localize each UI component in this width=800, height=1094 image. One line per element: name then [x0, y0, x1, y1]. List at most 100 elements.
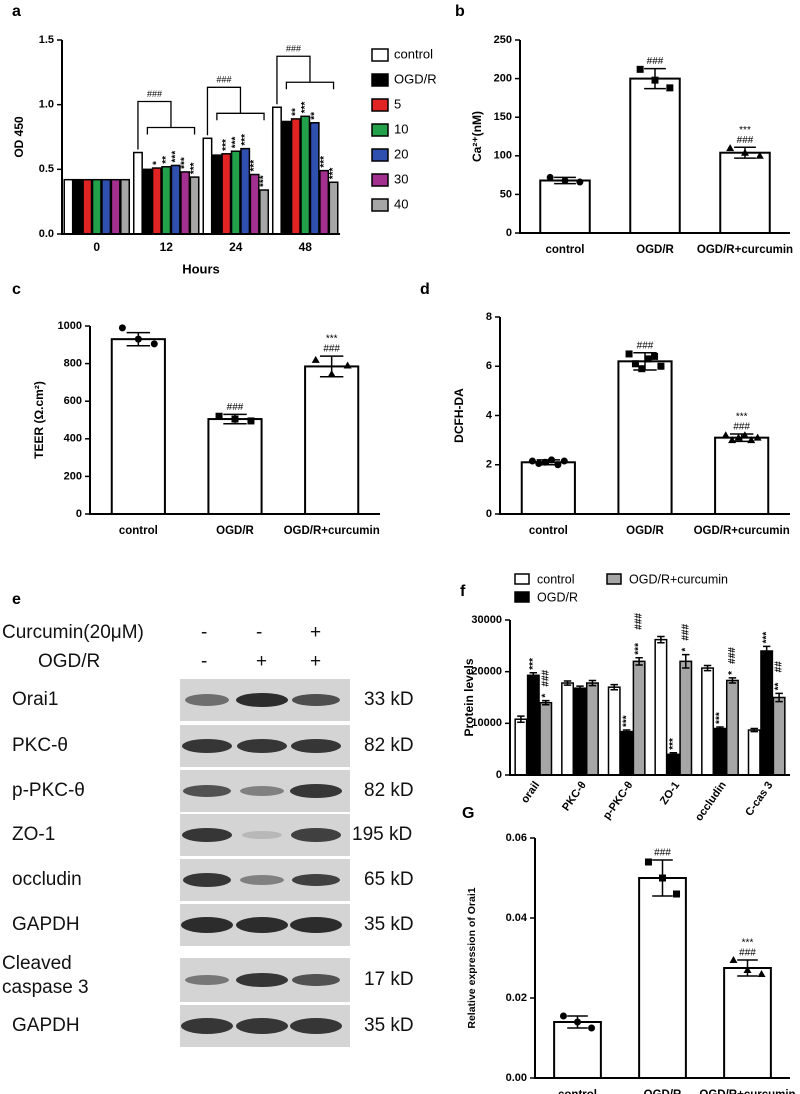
- panel-label: b: [455, 3, 465, 20]
- treatment-sign: -: [201, 622, 208, 643]
- error-bar: [542, 699, 550, 706]
- y-tick-label: 8: [486, 311, 492, 323]
- bar: [207, 418, 263, 515]
- x-tick-label: occludin: [693, 779, 729, 823]
- row-label: Orai1: [12, 689, 59, 710]
- y-axis-title: Ca²⁺(nM): [470, 111, 484, 162]
- x-tick-label: OGD/R+curcumin: [697, 244, 793, 256]
- legend-swatch: [371, 123, 389, 137]
- bracket-label: ###: [216, 75, 231, 85]
- bar: [514, 718, 528, 776]
- legend-swatch: [371, 148, 389, 162]
- significance-label: ###: [680, 623, 691, 640]
- x-tick-label: p-PKC-θ: [601, 779, 636, 821]
- x-tick-label: OGD/R+curcumin: [699, 1089, 795, 1094]
- bar: [72, 178, 83, 235]
- treatment-sign: +: [256, 651, 268, 672]
- band-size: 33 kD: [364, 689, 414, 710]
- bar: [772, 696, 786, 776]
- row-label: ZO-1: [12, 824, 56, 845]
- axes: [534, 838, 790, 1079]
- y-tick-label: 0: [506, 227, 512, 239]
- significance-label: ***: [249, 160, 260, 172]
- bar: [607, 686, 621, 776]
- significance-label: ***: [326, 334, 338, 345]
- significance-label: *: [540, 694, 551, 698]
- significance-label: ***: [319, 156, 330, 168]
- x-tick-label: C-cas 3: [743, 780, 775, 819]
- legend-swatch: [606, 573, 622, 585]
- significance-label: ***: [736, 412, 748, 423]
- bar: [82, 178, 93, 235]
- significance-label: ***: [739, 125, 751, 136]
- panel-label: f: [460, 583, 466, 600]
- significance-label: ###: [654, 848, 671, 859]
- error-bar: [762, 645, 771, 657]
- bar: [719, 151, 771, 235]
- bar: [638, 877, 687, 1079]
- significance-label: ###: [634, 613, 645, 630]
- band-size: 17 kD: [364, 969, 414, 990]
- data-point: [528, 457, 536, 465]
- error-bar: [563, 680, 572, 686]
- x-tick-label: 12: [160, 240, 174, 254]
- y-tick-label: 0.06: [506, 832, 527, 844]
- bar: [617, 360, 673, 516]
- data-point: [588, 1024, 596, 1032]
- data-point: [546, 173, 554, 181]
- bar: [319, 169, 330, 235]
- axes: [509, 620, 790, 776]
- error-bar: [750, 727, 758, 733]
- significance-label: ***: [761, 632, 772, 644]
- significance-label: ***: [180, 157, 191, 169]
- legend-label: control: [537, 572, 575, 586]
- x-tick-label: 0: [93, 240, 100, 254]
- x-tick-label: ZO-1: [658, 780, 682, 807]
- significance-label: ###: [727, 647, 738, 664]
- bar: [101, 178, 112, 235]
- legend-label: 20: [394, 146, 408, 161]
- bar: [629, 77, 681, 234]
- y-tick-label: 250: [494, 34, 512, 46]
- data-point: [721, 431, 730, 439]
- bar: [520, 461, 576, 516]
- significance-label: *: [680, 648, 691, 652]
- row-label: GAPDH: [12, 914, 80, 935]
- bar: [170, 164, 181, 235]
- bar: [249, 173, 260, 235]
- data-point: [743, 966, 752, 973]
- bar: [654, 638, 668, 776]
- significance-label: ##: [774, 661, 785, 673]
- bar: [230, 150, 241, 235]
- error-bar: [622, 729, 631, 734]
- legend-label: control: [394, 46, 433, 61]
- bar: [620, 730, 634, 776]
- data-point: [729, 956, 738, 963]
- bar: [151, 167, 162, 235]
- data-point: [740, 431, 749, 439]
- significance-label: ***: [230, 136, 241, 148]
- row-label: p-PKC-θ: [12, 780, 85, 801]
- y-tick-label: 20000: [471, 666, 502, 678]
- bar: [573, 687, 587, 776]
- significance-label: **: [774, 682, 785, 690]
- comparison-bracket: [137, 100, 196, 150]
- y-tick-label: 100: [494, 150, 512, 162]
- x-tick-label: OGD/R+curcumin: [694, 525, 790, 537]
- legend-label: 40: [394, 196, 408, 211]
- data-point: [247, 417, 255, 425]
- treatment-label: Curcumin(20μM): [2, 622, 144, 643]
- y-tick-label: 150: [494, 111, 512, 123]
- significance-label: ###: [323, 344, 340, 355]
- band-size: 82 kD: [364, 780, 414, 801]
- data-point: [541, 458, 549, 466]
- legend-swatch: [371, 48, 389, 62]
- bar: [211, 154, 222, 235]
- x-tick-label: PKC-θ: [560, 779, 589, 813]
- treatment-sign: +: [310, 651, 322, 672]
- bar: [161, 165, 172, 235]
- significance-label: ###: [637, 340, 654, 351]
- legend-label: OGD/R+curcumin: [629, 572, 728, 586]
- y-tick-label: 1.0: [39, 99, 54, 111]
- significance-label: ***: [328, 167, 339, 179]
